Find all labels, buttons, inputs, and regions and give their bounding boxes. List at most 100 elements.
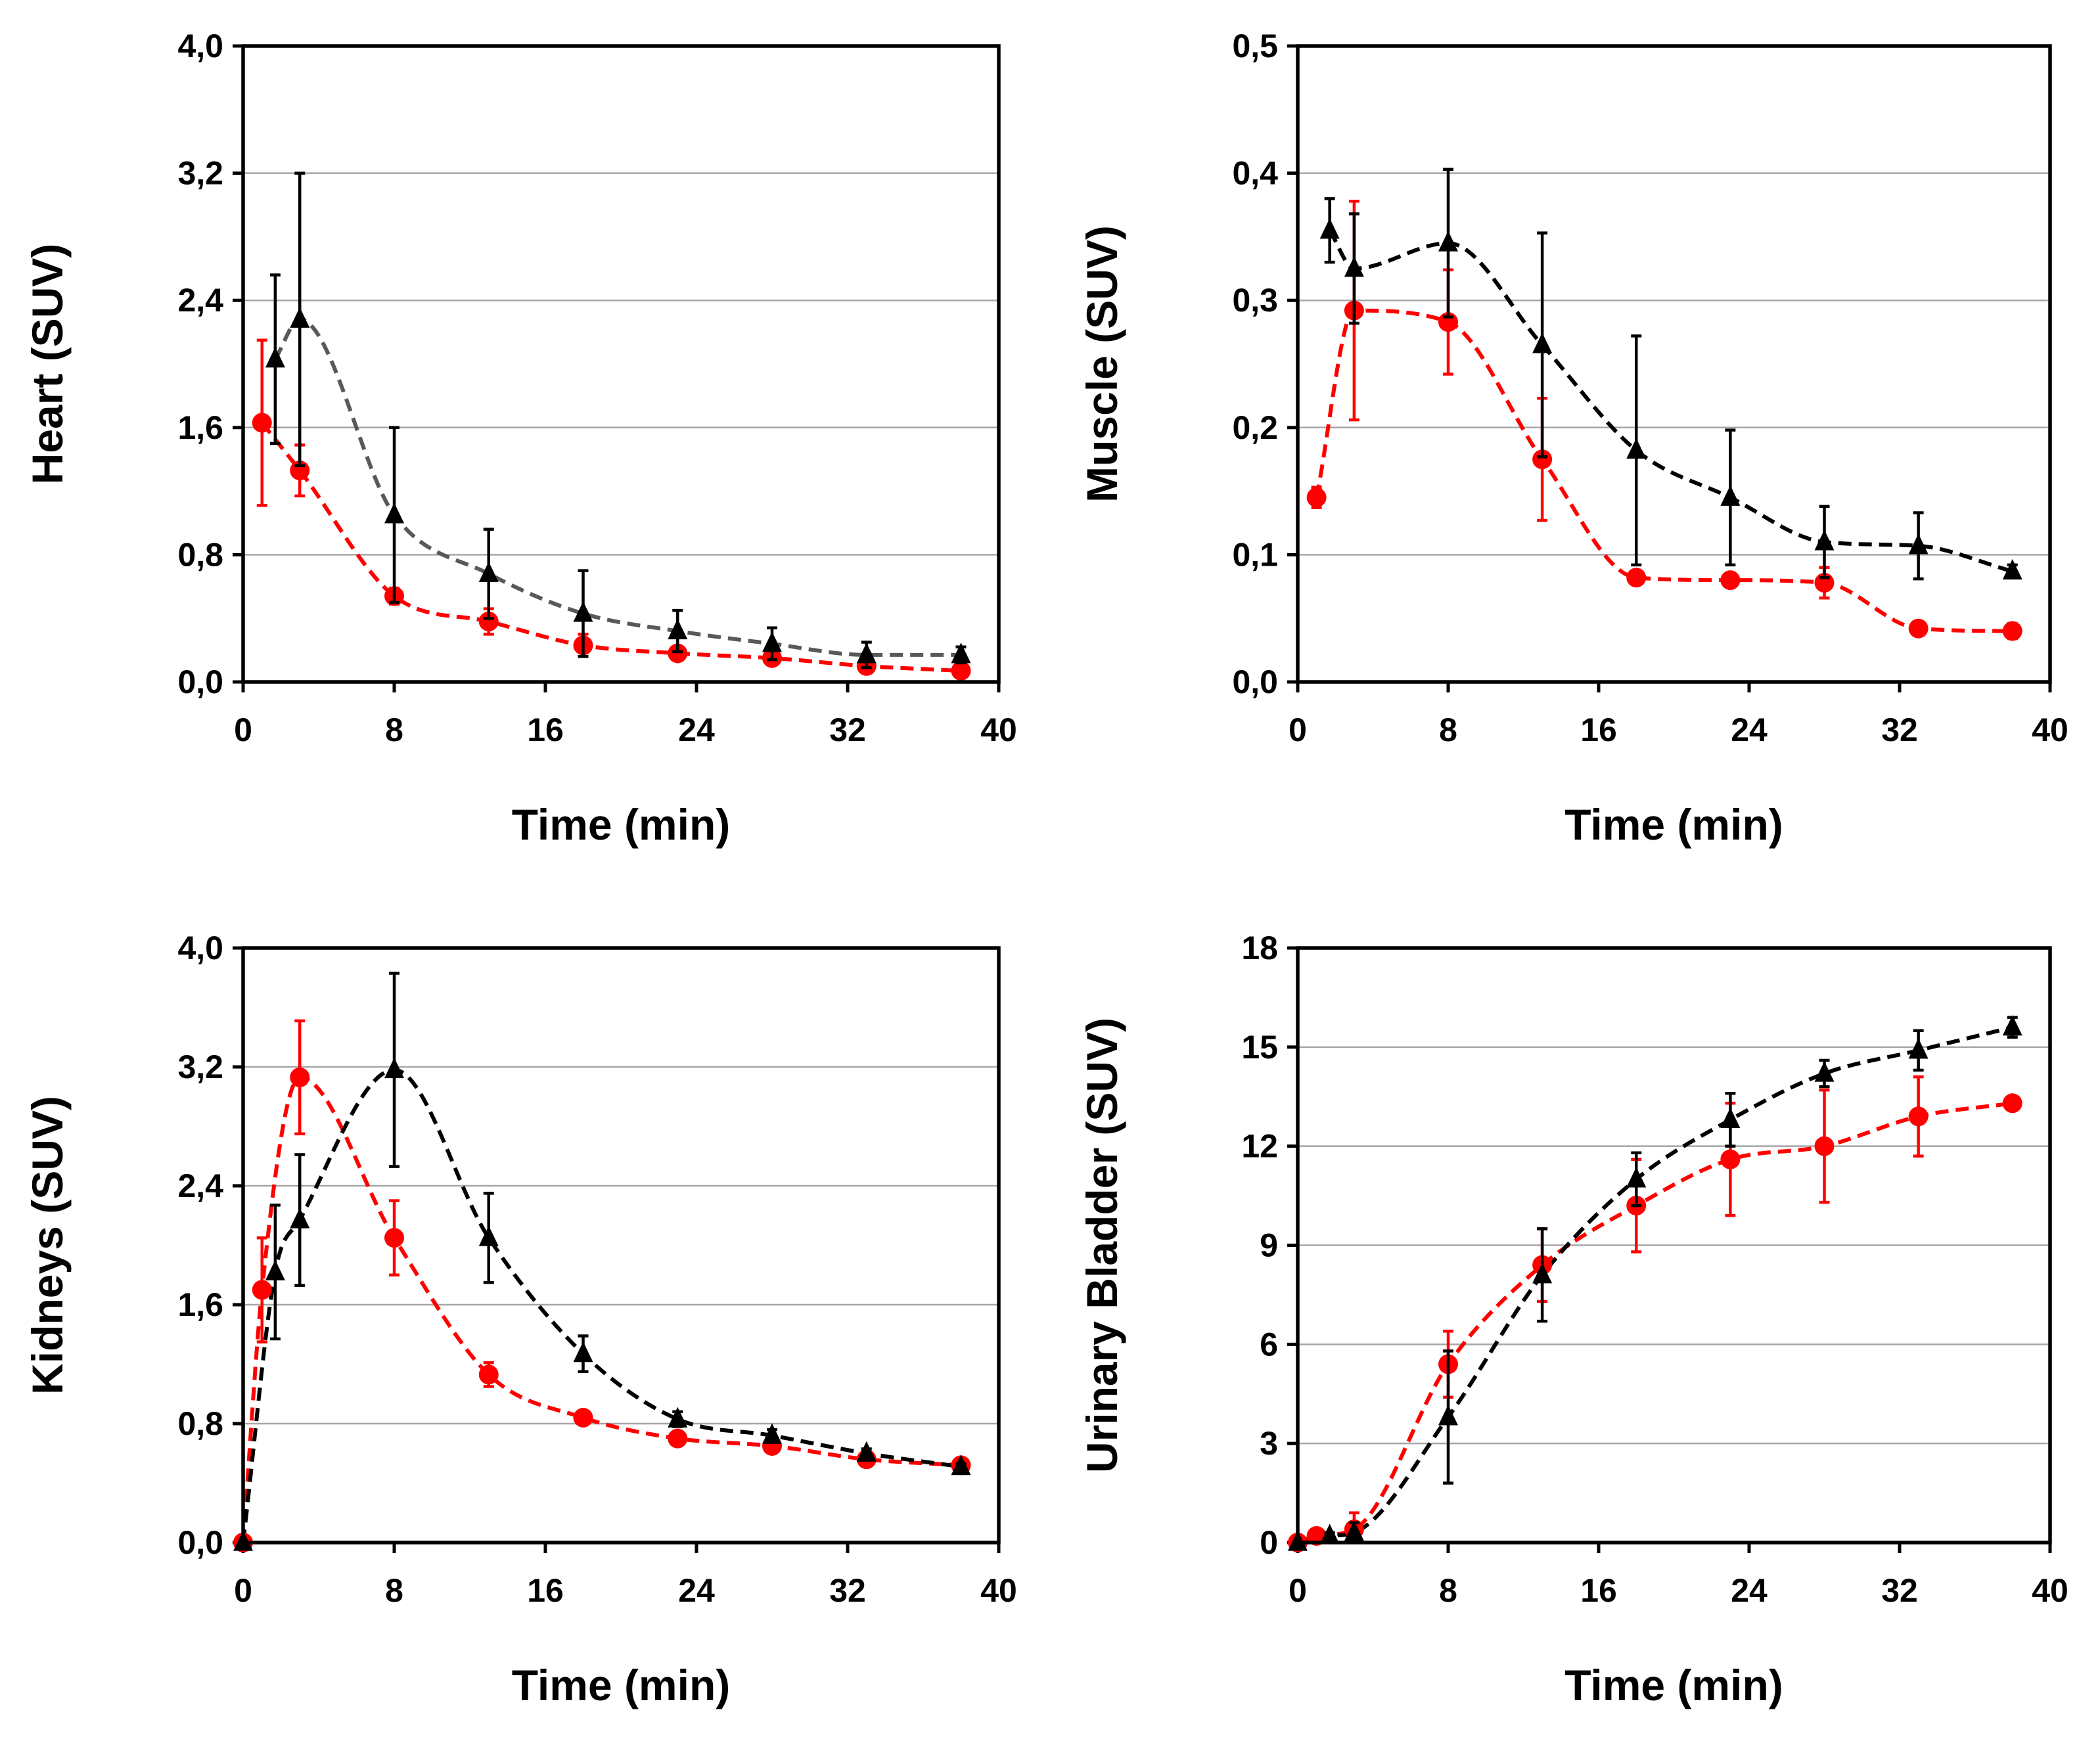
muscle-panel: 0,0 0,1 0,2 0,3 0,4 0,5 0 8 16 24 32 40 Time (min) Mu… xyxy=(1078,28,2068,849)
urinary-bladder-triangle-point xyxy=(1814,1061,1835,1082)
urinary-bladder-triangle-point xyxy=(1626,1167,1647,1188)
kidneys-circle-point xyxy=(573,1407,593,1428)
kidneys-triangle-point xyxy=(384,1057,404,1079)
kidneys-y-tick-label: 0,8 xyxy=(177,1405,223,1442)
heart-circle-point xyxy=(252,413,272,433)
kidneys-triangle-point xyxy=(762,1423,782,1444)
heart-triangle-point xyxy=(951,643,971,664)
muscle-triangle-point xyxy=(1344,256,1364,277)
muscle-circle-point xyxy=(1626,568,1647,588)
heart-triangle-point xyxy=(573,601,593,622)
urinary-bladder-x-axis-title: Time (min) xyxy=(1564,1661,1783,1709)
muscle-triangle-point xyxy=(1532,332,1553,353)
heart-y-tick-label: 0,8 xyxy=(177,536,223,573)
urinary-bladder-y-tick-label: 9 xyxy=(1260,1227,1278,1264)
urinary-bladder-triangle-point xyxy=(1319,1523,1340,1545)
urinary-bladder-triangle-point xyxy=(1532,1263,1553,1284)
urinary-bladder-circle-curve xyxy=(1296,1101,2013,1545)
muscle-y-tick-label: 0,3 xyxy=(1232,282,1278,319)
urinary-bladder-x-tick-label: 8 xyxy=(1439,1572,1457,1609)
kidneys-triangle-point xyxy=(668,1407,688,1428)
muscle-circle-point xyxy=(1720,570,1741,591)
muscle-circle-point xyxy=(1306,487,1327,508)
heart-x-tick-label: 24 xyxy=(678,711,715,748)
kidneys-y-tick-label: 0,0 xyxy=(177,1524,223,1561)
heart-circle-point xyxy=(668,643,688,664)
kidneys-y-tick-label: 1,6 xyxy=(177,1286,223,1323)
kidneys-circle-curve xyxy=(241,1075,961,1543)
heart-y-axis-title: Heart (SUV) xyxy=(23,244,72,485)
kidneys-x-tick-label: 16 xyxy=(527,1572,564,1609)
muscle-y-tick-label: 0,0 xyxy=(1232,664,1278,700)
muscle-y-axis-title: Muscle (SUV) xyxy=(1078,225,1126,503)
heart-triangle-curve xyxy=(273,317,961,657)
muscle-x-tick-label: 24 xyxy=(1731,711,1768,748)
urinary-bladder-y-tick-label: 12 xyxy=(1241,1128,1278,1165)
muscle-triangle-point xyxy=(1720,485,1741,506)
muscle-triangle-curve xyxy=(1328,229,2013,574)
heart-panel: 0,0 0,8 1,6 2,4 3,2 4,0 0 8 16 24 32 40 Time (min) He… xyxy=(23,28,1017,849)
kidneys-x-tick-label: 40 xyxy=(980,1572,1017,1609)
kidneys-triangle-point xyxy=(573,1342,593,1363)
urinary-bladder-triangle-curve xyxy=(1297,1025,2013,1545)
heart-triangle-point xyxy=(668,618,688,640)
urinary-bladder-x-tick-label: 0 xyxy=(1289,1572,1307,1609)
muscle-y-tick-label: 0,4 xyxy=(1232,155,1278,192)
heart-y-tick-label: 1,6 xyxy=(177,409,223,446)
heart-x-axis-title: Time (min) xyxy=(512,800,730,849)
muscle-triangle-point xyxy=(1438,231,1458,252)
kidneys-triangle-point xyxy=(290,1207,310,1229)
urinary-bladder-plot-frame xyxy=(1296,946,2052,1545)
heart-triangle-point xyxy=(478,561,499,583)
urinary-bladder-circle-point xyxy=(1720,1149,1741,1169)
kidneys-panel: 0,0 0,8 1,6 2,4 3,2 4,0 0 8 16 24 32 40 Time (min) Ki… xyxy=(23,930,1017,1709)
heart-triangle-point xyxy=(265,347,285,368)
kidneys-circle-point xyxy=(478,1365,499,1385)
urinary-bladder-triangle-point xyxy=(1438,1405,1458,1426)
kidneys-triangle-point xyxy=(951,1455,971,1476)
kidneys-triangle-point xyxy=(856,1441,877,1462)
muscle-triangle-point xyxy=(1814,530,1835,551)
heart-plot-frame xyxy=(241,44,1001,684)
heart-triangle-point xyxy=(384,503,404,524)
heart-circle-point xyxy=(478,612,499,632)
muscle-triangle-point xyxy=(1319,218,1340,239)
heart-y-tick-label: 2,4 xyxy=(177,282,223,319)
muscle-circle-curve xyxy=(1314,308,2013,633)
heart-x-tick-label: 32 xyxy=(829,711,866,748)
muscle-plot-frame xyxy=(1296,44,2052,684)
muscle-triangle-point xyxy=(1908,533,1929,554)
heart-triangle-point xyxy=(762,631,782,652)
heart-circle-point xyxy=(951,661,971,681)
kidneys-circle-point xyxy=(384,1228,404,1248)
urinary-bladder-triangle-point xyxy=(2002,1015,2022,1036)
heart-x-tick-label: 8 xyxy=(385,711,403,748)
muscle-x-tick-label: 40 xyxy=(2032,711,2068,748)
muscle-x-axis-title: Time (min) xyxy=(1564,800,1783,849)
muscle-circle-point xyxy=(2002,621,2022,641)
heart-triangle-point xyxy=(290,307,310,328)
kidneys-x-tick-label: 8 xyxy=(385,1572,403,1609)
kidneys-circle-point xyxy=(252,1280,272,1300)
urinary-bladder-triangle-point xyxy=(1344,1520,1364,1541)
heart-y-tick-label: 3,2 xyxy=(177,155,223,192)
heart-x-tick-label: 40 xyxy=(980,711,1017,748)
kidneys-plot-frame xyxy=(241,946,1001,1545)
muscle-triangle-point xyxy=(2002,558,2022,580)
kidneys-triangle-point xyxy=(265,1259,285,1280)
kidneys-x-tick-label: 0 xyxy=(234,1572,252,1609)
urinary-bladder-y-tick-label: 0 xyxy=(1260,1524,1278,1561)
urinary-bladder-circle-point xyxy=(1908,1106,1929,1127)
urinary-bladder-x-tick-label: 40 xyxy=(2032,1572,2068,1609)
heart-triangle-point xyxy=(856,643,877,664)
muscle-triangle-point xyxy=(1626,438,1647,459)
urinary-bladder-triangle-point xyxy=(1720,1107,1741,1129)
urinary-bladder-y-tick-label: 15 xyxy=(1241,1029,1278,1066)
kidneys-x-tick-label: 32 xyxy=(829,1572,866,1609)
urinary-bladder-triangle-point xyxy=(1908,1038,1929,1059)
heart-y-tick-label: 0,0 xyxy=(177,664,223,700)
urinary-bladder-circle-point xyxy=(1814,1136,1835,1156)
muscle-x-tick-label: 8 xyxy=(1439,711,1457,748)
kidneys-triangle-curve xyxy=(241,1068,961,1543)
muscle-x-tick-label: 0 xyxy=(1289,711,1307,748)
